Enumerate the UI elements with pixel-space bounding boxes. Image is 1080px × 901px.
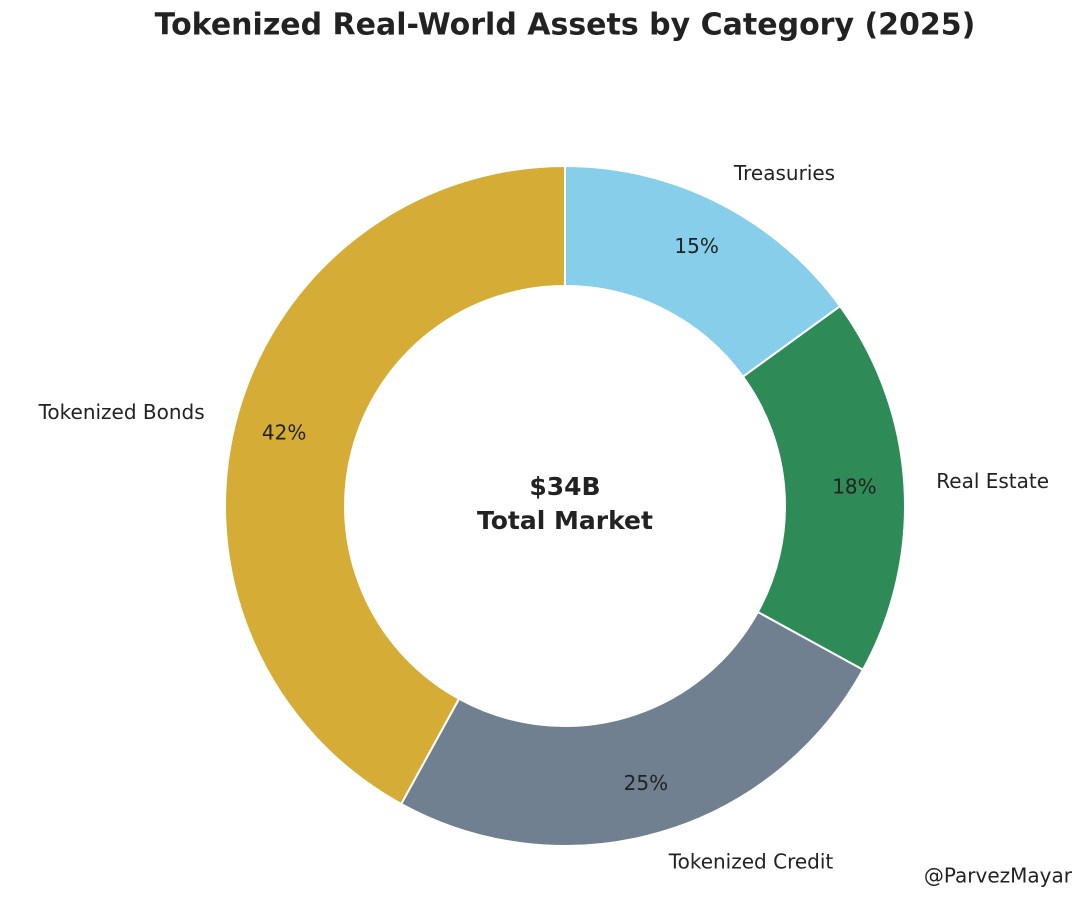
watermark: @ParvezMayar: [924, 864, 1073, 888]
value-label: 42%: [262, 420, 306, 444]
category-label: Tokenized Bonds: [38, 400, 205, 424]
category-label: Treasuries: [733, 161, 835, 185]
center-caption: Total Market: [477, 506, 653, 535]
category-label: Tokenized Credit: [668, 850, 834, 874]
slice: [224, 164, 566, 806]
center-value: $34B: [529, 472, 600, 501]
value-label: 18%: [832, 474, 876, 498]
slice: [741, 304, 906, 672]
chart-title: Tokenized Real-World Assets by Category …: [155, 8, 976, 43]
value-label: 25%: [624, 771, 668, 795]
slice: [399, 610, 865, 847]
value-label: 15%: [674, 234, 718, 258]
category-label: Real Estate: [936, 469, 1049, 493]
